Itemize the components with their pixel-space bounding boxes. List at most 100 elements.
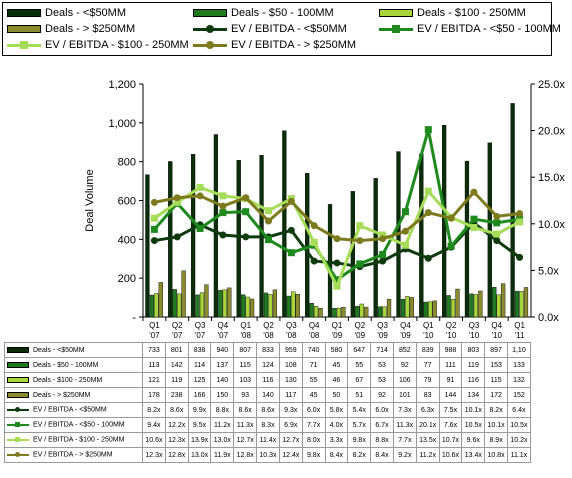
point-marker	[333, 276, 341, 284]
point-marker	[424, 209, 432, 217]
point-marker	[447, 242, 455, 250]
table-cell: 8.2x	[484, 402, 508, 418]
table-cell: 8.4x	[324, 447, 349, 463]
x-tick-label: '07	[195, 331, 206, 340]
table-row-label: Deals - $100 - 250MM	[4, 372, 143, 388]
point-marker	[424, 187, 432, 195]
point-marker	[219, 209, 227, 217]
point-marker	[242, 194, 250, 202]
legend-key	[7, 40, 41, 50]
x-tick-label: Q4	[218, 321, 229, 330]
table-legend-key	[7, 406, 29, 413]
point-marker	[333, 235, 341, 243]
bar	[199, 292, 205, 318]
table-cell: 6.7x	[370, 417, 394, 433]
point-marker	[219, 192, 227, 200]
y2-tick-label: 10.0x	[538, 219, 565, 231]
bar-series-deals-100-250mm	[154, 289, 524, 318]
bar	[496, 294, 501, 318]
table-cell: 45	[301, 387, 326, 403]
x-tick-label: '10	[469, 331, 480, 340]
legend-item-ev-ebitda-50mm: EV / EBITDA - <$50MM	[193, 23, 347, 35]
point-marker	[493, 237, 501, 245]
point-marker	[379, 257, 387, 265]
point-marker	[379, 235, 387, 243]
table-cell: 111	[438, 357, 463, 373]
bar-series-deals-250mm	[158, 270, 529, 318]
bar	[222, 289, 227, 318]
legend-item-ev-ebitda-50-100mm: EV / EBITDA - <$50 - 100MM	[379, 23, 561, 35]
table-cell: 6.4x	[507, 402, 531, 418]
table-row-name: EV / EBITDA - <$50MM	[33, 406, 107, 414]
table-cell: 12.8x	[233, 447, 258, 463]
x-tick-label: Q4	[400, 321, 411, 330]
legend-key	[379, 24, 413, 34]
table-cell: 833	[256, 342, 280, 358]
table-cell: 140	[256, 387, 280, 403]
table-cell: 5.7x	[347, 417, 372, 433]
table-legend-key	[7, 361, 29, 368]
table-legend-key	[7, 451, 29, 458]
bar	[519, 291, 524, 318]
table-cell: 8.2x	[142, 402, 166, 418]
y-tick-label: 1,000	[108, 118, 136, 130]
bar	[382, 306, 387, 318]
table-cell: 46	[324, 372, 349, 388]
bar	[510, 103, 515, 318]
y-tick-label: 600	[118, 196, 136, 208]
table-cell: 6.0x	[301, 402, 326, 418]
table-cell: 9.8x	[301, 447, 326, 463]
table-cell: 121	[142, 372, 166, 388]
chart-legend: Deals - <$50MM Deals - $50 - 100MM Deals -…	[2, 2, 561, 56]
point-marker	[196, 192, 204, 200]
y-tick-label: 200	[118, 273, 136, 285]
table-cell: 9.6x	[461, 432, 486, 448]
table-cell: 50	[324, 387, 349, 403]
table-cell: 839	[415, 342, 440, 358]
x-tick-label: Q4	[491, 321, 502, 330]
table-cell: 142	[164, 357, 189, 373]
bar	[373, 178, 378, 318]
bar	[400, 298, 406, 318]
legend-key	[193, 24, 227, 34]
point-marker	[173, 198, 181, 206]
table-cell: 6.0x	[370, 402, 394, 418]
table-cell: 83	[415, 387, 440, 403]
point-marker	[470, 188, 478, 196]
point-marker	[493, 212, 501, 220]
table-cell: 103	[233, 372, 258, 388]
y-tick-label: -	[132, 312, 136, 324]
table-cell: 10.1x	[484, 417, 508, 433]
x-tick-label: Q1	[423, 321, 434, 330]
bar	[204, 284, 209, 318]
table-cell: 7.7x	[301, 417, 326, 433]
table-cell: 132	[507, 372, 531, 388]
table-cell: 9.8x	[347, 432, 372, 448]
x-tick-label: '07	[172, 331, 183, 340]
table-cell: 53	[370, 357, 394, 373]
table-cell: 101	[392, 387, 417, 403]
point-marker	[173, 194, 181, 202]
table-cell: 988	[438, 342, 463, 358]
bar	[492, 287, 497, 318]
table-cell: 93	[233, 387, 258, 403]
table-cell: 12.3x	[142, 447, 166, 463]
table-cell: 137	[210, 357, 235, 373]
bar-series-deals-50-100mm	[149, 287, 520, 318]
table-cell: 11.2x	[415, 447, 440, 463]
y2-tick-label: 25.0x	[538, 79, 565, 91]
bar	[195, 294, 200, 318]
bar	[236, 160, 241, 318]
table-row: Deals - <$50MM 733 801 838 940 807 833 959 740 58…	[4, 342, 531, 358]
x-tick-label: Q2	[172, 321, 183, 330]
x-tick-label: '10	[492, 331, 503, 340]
table-cell: 117	[278, 387, 303, 403]
bar	[455, 288, 460, 318]
bar	[327, 204, 333, 318]
table-cell: 51	[347, 387, 372, 403]
table-cell: 178	[142, 387, 166, 403]
line-series-ev-ebitda-50-100mm	[150, 126, 524, 284]
legend-item-ev-ebitda-100-250mm: EV / EBITDA - $100 - 250MM	[7, 39, 189, 51]
point-marker	[401, 227, 409, 235]
table-cell: 12.4x	[278, 447, 303, 463]
